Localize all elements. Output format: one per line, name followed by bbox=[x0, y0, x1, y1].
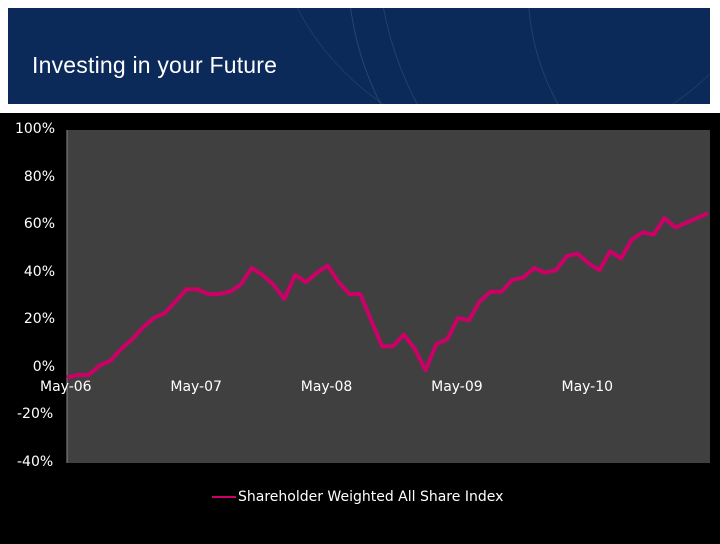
y-tick-label: -40% bbox=[17, 454, 54, 470]
y-tick-label: 20% bbox=[23, 311, 55, 328]
x-tick-label: May-06 bbox=[40, 378, 92, 395]
chart-legend: Shareholder Weighted All Share Index bbox=[212, 489, 503, 505]
y-tick-label: 0% bbox=[32, 358, 55, 375]
page-title: Investing in your Future bbox=[32, 52, 278, 78]
x-tick-label: May-08 bbox=[300, 378, 353, 395]
x-tick-label: May-10 bbox=[561, 378, 614, 395]
line-chart: 100% 80% 60% 40% 20% 0% -20% -40% May-06 May-07 M… bbox=[0, 113, 720, 540]
legend-swatch bbox=[212, 496, 236, 498]
plot-area bbox=[67, 130, 710, 463]
chart-canvas bbox=[66, 130, 710, 463]
x-tick-label: May-09 bbox=[431, 378, 483, 395]
x-tick-label: May-07 bbox=[170, 378, 222, 395]
series-layer bbox=[66, 211, 709, 380]
slide-header: Investing in your Future bbox=[0, 0, 720, 113]
y-tick-label: 40% bbox=[23, 263, 55, 280]
y-tick-label: 80% bbox=[23, 168, 55, 185]
legend-label: Shareholder Weighted All Share Index bbox=[238, 489, 504, 505]
title-banner: Investing in your Future bbox=[8, 8, 710, 104]
y-tick-label: 60% bbox=[23, 216, 55, 233]
y-tick-label: 100% bbox=[14, 121, 55, 137]
series-line-shareholder-index bbox=[66, 211, 709, 380]
y-tick-label: -20% bbox=[17, 406, 54, 423]
